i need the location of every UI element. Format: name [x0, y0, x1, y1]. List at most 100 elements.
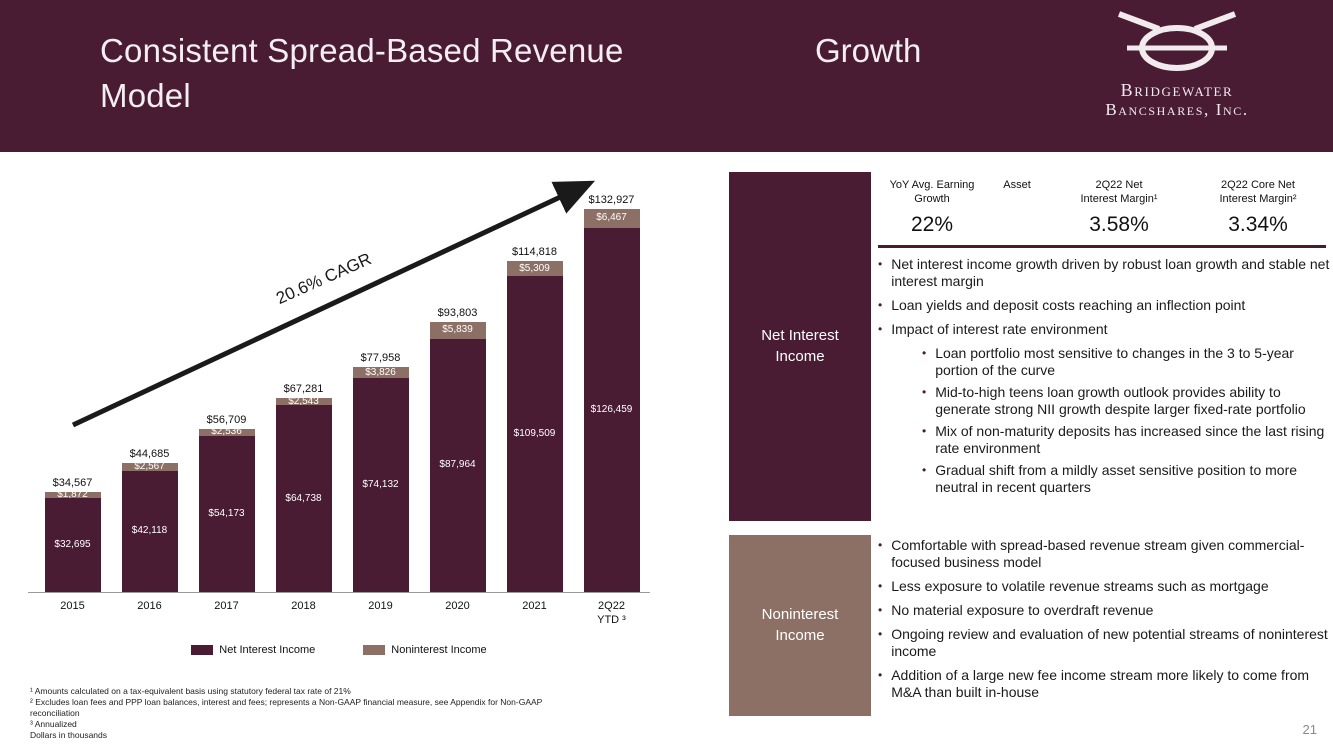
stacked-bar: $2,543 $64,738 — [275, 396, 332, 592]
net-interest-income-segment: $32,695 — [44, 497, 101, 592]
bullet-item: • No material exposure to overdraft reven… — [878, 602, 1330, 619]
net-interest-value-label: $64,738 — [285, 492, 322, 504]
stacked-bar: $2,536 $54,173 — [198, 426, 255, 592]
bullet-text: Addition of a large new fee income strea… — [891, 667, 1310, 700]
x-axis-label: 2020 — [419, 599, 496, 628]
net-interest-income-segment: $126,459 — [583, 227, 640, 592]
x-axis-label: 2019 — [342, 599, 419, 628]
bullet-marker: • — [878, 257, 883, 271]
bullet-text: Less exposure to volatile revenue stream… — [891, 578, 1269, 594]
slide-header: Consistent Spread-Based Revenue Model Gr… — [0, 0, 1333, 152]
noninterest-value-label: $1,872 — [57, 489, 88, 501]
net-interest-value-label: $74,132 — [362, 479, 399, 491]
bar-column: $67,281 $2,543 $64,738 — [265, 383, 342, 592]
metric-value-cell: 22% — [910, 212, 954, 236]
bullet-text: Gradual shift from a mildly asset sensit… — [935, 462, 1298, 495]
metric-header-line: Interest Margin¹ — [1080, 193, 1158, 206]
footnote-line: ¹ Amounts calculated on a tax-equivalent… — [30, 686, 351, 696]
net-interest-income-segment: $109,509 — [506, 276, 563, 592]
stacked-bar: $6,467 $126,459 — [583, 209, 640, 592]
net-interest-value-label: $126,459 — [590, 403, 633, 415]
noninterest-value-label: $2,536 — [211, 426, 242, 438]
x-axis-label-line: 2021 — [522, 600, 547, 612]
stacked-bar: $3,826 $74,132 — [352, 366, 409, 592]
footnote-line: ² Excludes loan fees and PPP loan balanc… — [30, 697, 543, 718]
metrics-header-row: YoY Avg. Earning Growth Asset 2Q22 Net Inter… — [878, 178, 1326, 207]
bullet-item: • Comfortable with spread-based revenue s… — [878, 537, 1330, 571]
x-axis-label-line: 2016 — [137, 600, 162, 612]
legend-item: Noninterest Income — [363, 643, 487, 656]
noninterest-bullet-list: • Comfortable with spread-based revenue s… — [878, 537, 1330, 708]
net-interest-value-label: $87,964 — [439, 459, 476, 471]
stacked-bar: $2,567 $42,118 — [121, 460, 178, 592]
x-axis-label-line: 2020 — [445, 600, 470, 612]
x-axis-label-line: 2015 — [60, 600, 85, 612]
bullet-marker: • — [922, 385, 927, 399]
x-axis-label-line: 2017 — [214, 600, 239, 612]
bullet-item: • Loan yields and deposit costs reaching … — [878, 297, 1330, 314]
stacked-bar: $1,872 $32,695 — [44, 489, 101, 592]
bar-total-label: $56,709 — [206, 413, 247, 426]
page-number: 21 — [1302, 722, 1317, 737]
x-axis-label: 2018 — [265, 599, 342, 628]
bullet-item: • Addition of a large new fee income stre… — [878, 667, 1330, 701]
bullet-marker: • — [878, 627, 883, 641]
noninterest-value-label: $2,567 — [134, 460, 165, 472]
legend-label: Noninterest Income — [391, 643, 487, 656]
bullet-item: • Less exposure to volatile revenue strea… — [878, 578, 1330, 595]
chart-x-axis: 2015 2016 2017 2018 2019 2020 2021 2Q22 YTD ³ — [28, 599, 650, 628]
noninterest-income-segment: $2,543 — [275, 396, 332, 406]
metrics-divider-rule — [878, 244, 1326, 248]
bullet-item: • Net interest income growth driven by ro… — [878, 256, 1330, 290]
metric-header-line: Interest Margin² — [1219, 193, 1297, 206]
noninterest-value-label: $5,309 — [519, 262, 550, 274]
noninterest-income-segment: $1,872 — [44, 489, 101, 501]
noninterest-value-label: $3,826 — [365, 366, 396, 378]
bullet-marker: • — [922, 424, 927, 438]
x-axis-label-line: 2Q22 — [598, 600, 625, 612]
bar-total-label: $34,567 — [52, 477, 93, 490]
legend-swatch — [191, 644, 214, 655]
bullet-marker: • — [878, 538, 883, 552]
bullet-text: No material exposure to overdraft revenu… — [891, 602, 1154, 618]
bar-total-label: $67,281 — [283, 383, 324, 396]
bullet-marker: • — [922, 346, 927, 360]
x-axis-label-line: 2019 — [368, 600, 393, 612]
net-interest-income-section-label: Net Interest Income — [729, 172, 871, 521]
noninterest-value-label: $5,839 — [442, 324, 473, 336]
net-interest-income-segment: $64,738 — [275, 405, 332, 592]
noninterest-income-label-text: Noninterest Income — [761, 606, 839, 644]
x-axis-label-line: YTD ³ — [597, 614, 626, 627]
x-axis-label: 2016 — [111, 599, 188, 628]
bullet-marker: • — [878, 322, 883, 336]
sub-bullet-item: • Mid-to-high teens loan growth outlook p… — [922, 384, 1330, 418]
bullet-marker: • — [878, 603, 883, 617]
bullet-marker: • — [878, 579, 883, 593]
metric-header-line: Growth — [914, 193, 950, 206]
noninterest-income-segment: $6,467 — [583, 209, 640, 228]
bridgewater-logo-icon — [1117, 11, 1237, 71]
chart-legend: Net Interest Income Noninterest Income — [28, 644, 650, 656]
sub-bullet-item: • Loan portfolio most sensitive to change… — [922, 345, 1330, 379]
bullet-text: Impact of interest rate environment — [891, 321, 1108, 337]
bullet-text: Mid-to-high teens loan growth outlook pr… — [935, 384, 1306, 417]
noninterest-income-segment: $2,536 — [198, 426, 255, 438]
net-interest-income-segment: $42,118 — [121, 470, 178, 592]
stacked-bar: $5,839 $87,964 — [429, 321, 486, 592]
bar-column: $93,803 $5,839 $87,964 — [419, 307, 496, 592]
sub-bullet-item: • Mix of non-maturity deposits has increa… — [922, 423, 1330, 457]
metrics-value-row: 22% 3.58% 3.34% — [878, 213, 1326, 237]
logo-name-line2: Bancshares, Inc. — [1105, 100, 1249, 119]
noninterest-income-section-label: Noninterest Income — [729, 535, 871, 716]
sub-bullet-item: • Gradual shift from a mildly asset sensi… — [922, 462, 1330, 496]
bullet-text: Ongoing review and evaluation of new pot… — [891, 626, 1328, 659]
x-axis-label: 2021 — [496, 599, 573, 628]
noninterest-income-segment: $2,567 — [121, 460, 178, 472]
net-interest-metrics-table: YoY Avg. Earning Growth Asset 2Q22 Net Inter… — [878, 178, 1326, 248]
legend-swatch — [363, 644, 386, 655]
net-interest-income-segment: $87,964 — [429, 338, 486, 592]
metric-header-line: 2Q22 Net — [1095, 179, 1143, 191]
net-interest-income-label-text: Net Interest Income — [761, 327, 839, 365]
footnote-line: Dollars in thousands — [30, 730, 108, 740]
